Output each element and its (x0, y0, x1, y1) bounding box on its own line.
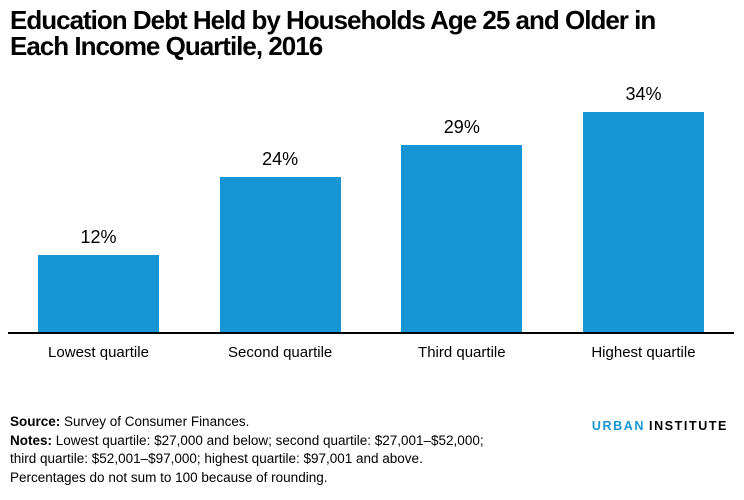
bar-value-label: 24% (262, 149, 299, 169)
x-axis-label-lowest: Lowest quartile (48, 344, 149, 361)
urban-institute-logo: URBAN INSTITUTE (592, 419, 728, 433)
source-note: Source: Survey of Consumer Finances. (10, 413, 484, 432)
bar-group-third-quartile: 29% (401, 73, 523, 333)
chart-title-line2: Each Income Quartile, 2016 (10, 31, 323, 61)
x-axis-label-third: Third quartile (418, 344, 506, 361)
chart-title-line1: Education Debt Held by Households Age 25… (10, 5, 656, 35)
notes-text-line3: Percentages do not sum to 100 because of… (10, 469, 328, 485)
bar-group-highest-quartile: 34% (582, 73, 704, 333)
notes-note: Notes: Lowest quartile: $27,000 and belo… (10, 432, 484, 488)
logo-word-institute: INSTITUTE (649, 419, 728, 433)
bar-value-label: 34% (625, 84, 662, 104)
source-text: Survey of Consumer Finances. (60, 414, 250, 429)
bar-group-second-quartile: 24% (219, 73, 341, 333)
bar-value-label: 29% (443, 116, 480, 137)
x-axis-label-second: Second quartile (228, 344, 333, 361)
source-label: Source: (10, 414, 61, 429)
x-axis-label-highest: Highest quartile (591, 344, 696, 361)
logo-word-urban: URBAN (591, 419, 646, 433)
bar-group-lowest-quartile: 12% (38, 73, 159, 333)
bar (401, 144, 523, 333)
bar (38, 255, 159, 333)
notes-text-line2: third quartile: $52,001–$97,000; highest… (10, 451, 423, 466)
x-axis-labels: Lowest quartile Second quartile Third qu… (38, 344, 704, 361)
notes-text-line1: Lowest quartile: $27,000 and below; seco… (52, 432, 484, 448)
bar-value-label: 12% (80, 227, 117, 247)
chart-title: Education Debt Held by Households Age 25… (10, 5, 656, 61)
footnotes: Source: Survey of Consumer Finances. Not… (10, 413, 484, 487)
bar (219, 177, 341, 333)
x-axis-line (8, 332, 734, 334)
bar (582, 112, 704, 333)
notes-label: Notes: (10, 432, 53, 448)
bars-container: 12% 24% 29% 34% (38, 73, 704, 333)
